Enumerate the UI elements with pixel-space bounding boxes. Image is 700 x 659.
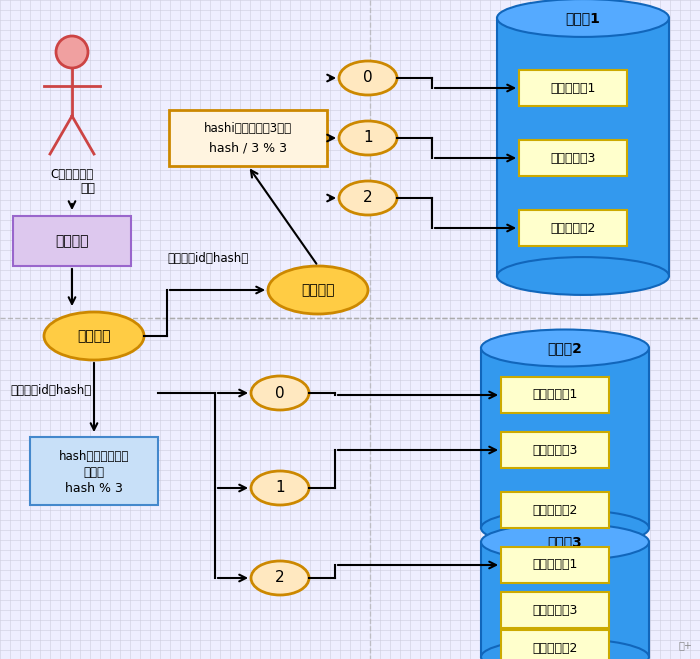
Ellipse shape bbox=[481, 509, 649, 546]
Ellipse shape bbox=[481, 330, 649, 366]
Text: 计算用户id的hash值: 计算用户id的hash值 bbox=[10, 384, 91, 397]
Polygon shape bbox=[481, 348, 649, 528]
Text: 1: 1 bbox=[275, 480, 285, 496]
Ellipse shape bbox=[251, 561, 309, 595]
Text: 订单明细表3: 订单明细表3 bbox=[532, 604, 578, 617]
FancyBboxPatch shape bbox=[30, 437, 158, 505]
Ellipse shape bbox=[251, 471, 309, 505]
FancyBboxPatch shape bbox=[501, 592, 609, 628]
FancyBboxPatch shape bbox=[501, 547, 609, 583]
FancyBboxPatch shape bbox=[519, 70, 627, 106]
Ellipse shape bbox=[339, 61, 397, 95]
FancyBboxPatch shape bbox=[501, 377, 609, 413]
FancyBboxPatch shape bbox=[501, 432, 609, 468]
Text: 云+: 云+ bbox=[678, 640, 692, 650]
Text: 0: 0 bbox=[363, 71, 373, 86]
Text: 订单明细表2: 订单明细表2 bbox=[550, 221, 596, 235]
Text: 订单明细表3: 订单明细表3 bbox=[532, 444, 578, 457]
Text: 订单明细表1: 订单明细表1 bbox=[550, 82, 596, 94]
Ellipse shape bbox=[44, 312, 144, 360]
Ellipse shape bbox=[481, 523, 649, 561]
Text: hash / 3 % 3: hash / 3 % 3 bbox=[209, 142, 287, 154]
Ellipse shape bbox=[251, 376, 309, 410]
Text: 订单明细表3: 订单明细表3 bbox=[550, 152, 596, 165]
Ellipse shape bbox=[481, 639, 649, 659]
FancyBboxPatch shape bbox=[519, 210, 627, 246]
Ellipse shape bbox=[497, 257, 669, 295]
Text: 1: 1 bbox=[363, 130, 373, 146]
Polygon shape bbox=[497, 18, 669, 276]
Ellipse shape bbox=[268, 266, 368, 314]
Text: 量取模: 量取模 bbox=[83, 465, 104, 478]
Text: 订单明细表1: 订单明细表1 bbox=[532, 558, 578, 571]
Text: 计算用户id的hash值: 计算用户id的hash值 bbox=[167, 252, 248, 264]
Polygon shape bbox=[481, 542, 649, 657]
FancyBboxPatch shape bbox=[519, 140, 627, 176]
FancyBboxPatch shape bbox=[501, 492, 609, 528]
Ellipse shape bbox=[339, 121, 397, 155]
FancyBboxPatch shape bbox=[13, 216, 131, 266]
Text: C端：消费者: C端：消费者 bbox=[50, 168, 94, 181]
Text: 0: 0 bbox=[275, 386, 285, 401]
Text: 订单明细表2: 订单明细表2 bbox=[532, 641, 578, 654]
Text: 2: 2 bbox=[275, 571, 285, 585]
Ellipse shape bbox=[339, 181, 397, 215]
FancyBboxPatch shape bbox=[169, 110, 327, 166]
Text: 下单: 下单 bbox=[80, 183, 95, 196]
Text: 创建订单: 创建订单 bbox=[55, 234, 89, 248]
Text: 2: 2 bbox=[363, 190, 373, 206]
Text: hashi值对表数量3取模: hashi值对表数量3取模 bbox=[204, 121, 292, 134]
Text: 数据库2: 数据库2 bbox=[547, 341, 582, 355]
Ellipse shape bbox=[497, 0, 669, 37]
Text: 订单明细表1: 订单明细表1 bbox=[532, 389, 578, 401]
Text: hash % 3: hash % 3 bbox=[65, 482, 123, 494]
Text: 路由策略: 路由策略 bbox=[77, 329, 111, 343]
Text: hash值对数据库数: hash值对数据库数 bbox=[59, 449, 130, 463]
Text: 订单明细表2: 订单明细表2 bbox=[532, 503, 578, 517]
FancyBboxPatch shape bbox=[501, 630, 609, 659]
Text: 数据库3: 数据库3 bbox=[547, 535, 582, 549]
Circle shape bbox=[56, 36, 88, 68]
Text: 数据库1: 数据库1 bbox=[566, 11, 601, 25]
Text: 路由策略: 路由策略 bbox=[301, 283, 335, 297]
